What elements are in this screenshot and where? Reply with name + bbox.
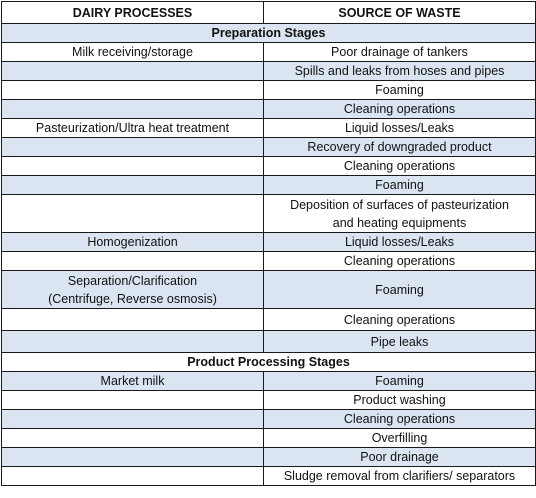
waste-cell: Foaming [263, 80, 536, 100]
waste-cell: Recovery of downgraded product [263, 137, 536, 157]
table-row: Cleaning operations [1, 251, 536, 271]
table-row: Cleaning operations [1, 409, 536, 429]
waste-cell: Pipe leaks [263, 330, 536, 353]
section-row: Product Processing Stages [1, 352, 536, 372]
process-cell [1, 80, 264, 100]
header-source-of-waste: SOURCE OF WASTE [263, 1, 536, 24]
waste-cell: Cleaning operations [263, 251, 536, 271]
process-cell: Milk receiving/storage [1, 42, 264, 62]
process-cell [1, 409, 264, 429]
section-product-processing-stages: Product Processing Stages [1, 352, 536, 372]
section-row: Preparation Stages [1, 23, 536, 43]
process-cell: Separation/Clarification (Centrifuge, Re… [1, 270, 264, 309]
process-line: Separation/Clarification [67, 273, 198, 288]
table-row: Sludge removal from clarifiers/ separato… [1, 466, 536, 486]
waste-cell: Deposition of surfaces of pasteurization… [263, 194, 536, 233]
waste-line: and heating equipments [332, 215, 467, 230]
table-row: Product washing [1, 390, 536, 410]
table-row: Poor drainage [1, 447, 536, 467]
waste-cell: Product washing [263, 390, 536, 410]
waste-cell: Spills and leaks from hoses and pipes [263, 61, 536, 81]
process-cell [1, 466, 264, 486]
process-cell: Market milk [1, 371, 264, 391]
table-row: Cleaning operations [1, 308, 536, 331]
process-cell [1, 251, 264, 271]
dairy-waste-table: DAIRY PROCESSES SOURCE OF WASTE Preparat… [1, 1, 536, 486]
table-row: Pasteurization/Ultra heat treatment Liqu… [1, 118, 536, 138]
waste-cell: Foaming [263, 270, 536, 309]
header-dairy-processes: DAIRY PROCESSES [1, 1, 264, 24]
process-cell [1, 447, 264, 467]
table-row: Separation/Clarification (Centrifuge, Re… [1, 270, 536, 309]
waste-cell: Poor drainage [263, 447, 536, 467]
waste-cell: Poor drainage of tankers [263, 42, 536, 62]
waste-line: Deposition of surfaces of pasteurization [290, 197, 509, 212]
table-row: Cleaning operations [1, 99, 536, 119]
waste-cell: Foaming [263, 175, 536, 195]
table-row: Market milk Foaming [1, 371, 536, 391]
waste-cell: Cleaning operations [263, 99, 536, 119]
waste-cell: Overfilling [263, 428, 536, 448]
table-row: Recovery of downgraded product [1, 137, 536, 157]
process-cell [1, 194, 264, 233]
process-cell [1, 308, 264, 331]
table-row: Cleaning operations [1, 156, 536, 176]
table-row: Homogenization Liquid losses/Leaks [1, 232, 536, 252]
waste-cell: Liquid losses/Leaks [263, 118, 536, 138]
table-row: Overfilling [1, 428, 536, 448]
process-cell [1, 156, 264, 176]
table-row: Foaming [1, 175, 536, 195]
process-cell [1, 137, 264, 157]
waste-cell: Liquid losses/Leaks [263, 232, 536, 252]
table-row: Pipe leaks [1, 330, 536, 353]
process-cell: Homogenization [1, 232, 264, 252]
section-preparation-stages: Preparation Stages [1, 23, 536, 43]
process-line: (Centrifuge, Reverse osmosis) [48, 291, 217, 306]
process-cell [1, 175, 264, 195]
waste-cell: Cleaning operations [263, 409, 536, 429]
process-cell [1, 428, 264, 448]
process-cell [1, 61, 264, 81]
process-cell [1, 330, 264, 353]
table-row: Deposition of surfaces of pasteurization… [1, 194, 536, 233]
table-row: Foaming [1, 80, 536, 100]
waste-cell: Foaming [263, 371, 536, 391]
waste-cell: Sludge removal from clarifiers/ separato… [263, 466, 536, 486]
waste-cell: Cleaning operations [263, 156, 536, 176]
process-cell: Pasteurization/Ultra heat treatment [1, 118, 264, 138]
process-cell [1, 390, 264, 410]
table-row: Spills and leaks from hoses and pipes [1, 61, 536, 81]
process-cell [1, 99, 264, 119]
header-row: DAIRY PROCESSES SOURCE OF WASTE [1, 1, 536, 24]
waste-cell: Cleaning operations [263, 308, 536, 331]
table-row: Milk receiving/storage Poor drainage of … [1, 42, 536, 62]
